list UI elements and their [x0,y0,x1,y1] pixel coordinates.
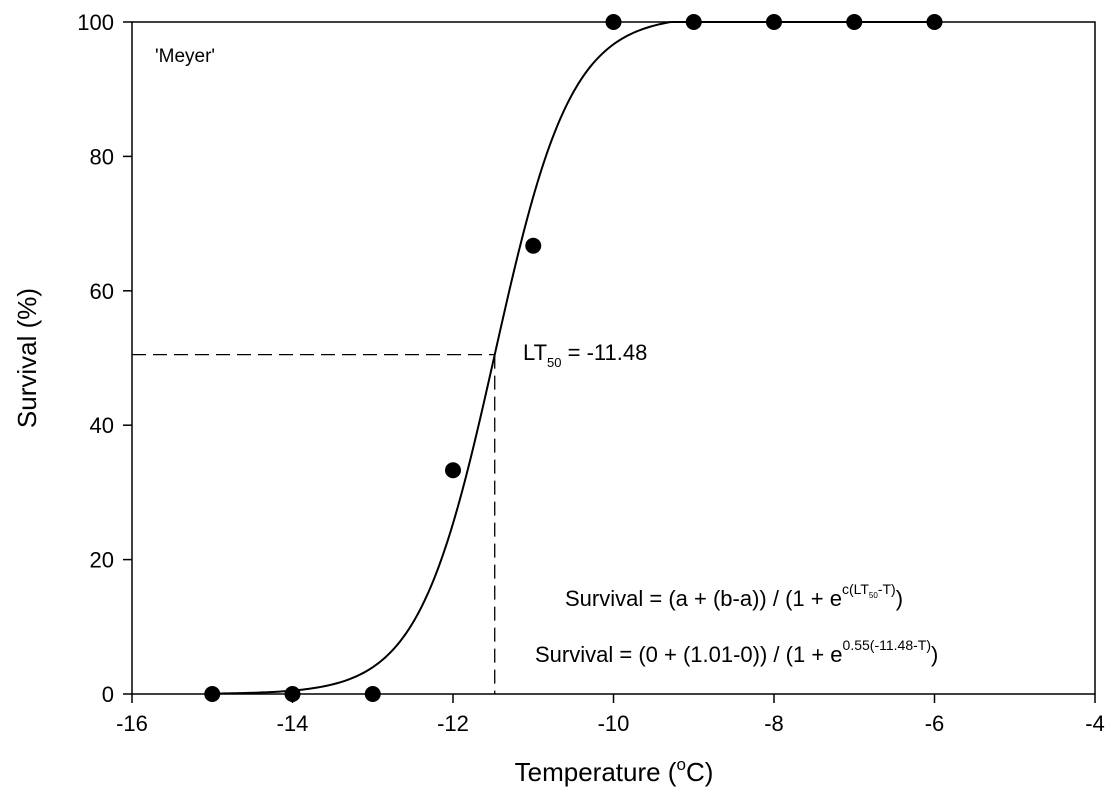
lt50-reference-lines [132,353,496,694]
data-point [445,462,461,479]
x-tick-label: -6 [925,711,945,736]
data-point [685,14,702,30]
data-point [364,686,381,702]
panel-label: 'Meyer' [155,46,215,67]
y-tick-label: 80 [90,144,114,169]
x-tick-label: -8 [764,711,784,736]
x-axis-title: Temperature (oC) [515,755,714,787]
y-tick-label: 40 [90,413,114,438]
data-points [204,14,943,702]
y-tick-label: 20 [90,548,114,573]
fitted-sigmoid-curve [212,21,935,695]
equation-general: Survival = (a + (b-a)) / (1 + ec(LT50-T)… [565,581,903,611]
data-point [525,237,542,254]
y-tick-label: 60 [90,279,114,304]
data-point [204,686,221,702]
data-point [926,14,943,30]
x-tick-label: -14 [277,711,309,736]
x-tick-label: -10 [598,711,630,736]
y-axis-title: Survival (%) [12,288,42,428]
y-tick-label: 0 [102,682,114,707]
data-point [605,14,622,30]
data-point [766,14,782,30]
x-tick-label: -4 [1085,711,1105,736]
data-point [846,14,863,30]
lt50-label: LT50 = -11.48 [523,340,647,370]
equation-fitted: Survival = (0 + (1.01-0)) / (1 + e0.55(-… [535,637,938,667]
y-tick-label: 100 [77,10,114,35]
data-point [284,686,301,702]
x-tick-label: -16 [116,711,148,736]
x-tick-label: -12 [437,711,469,736]
ticks: -16 -14 -12 -10 -8 -6 -4 0 20 40 60 80 100 [77,10,1105,736]
